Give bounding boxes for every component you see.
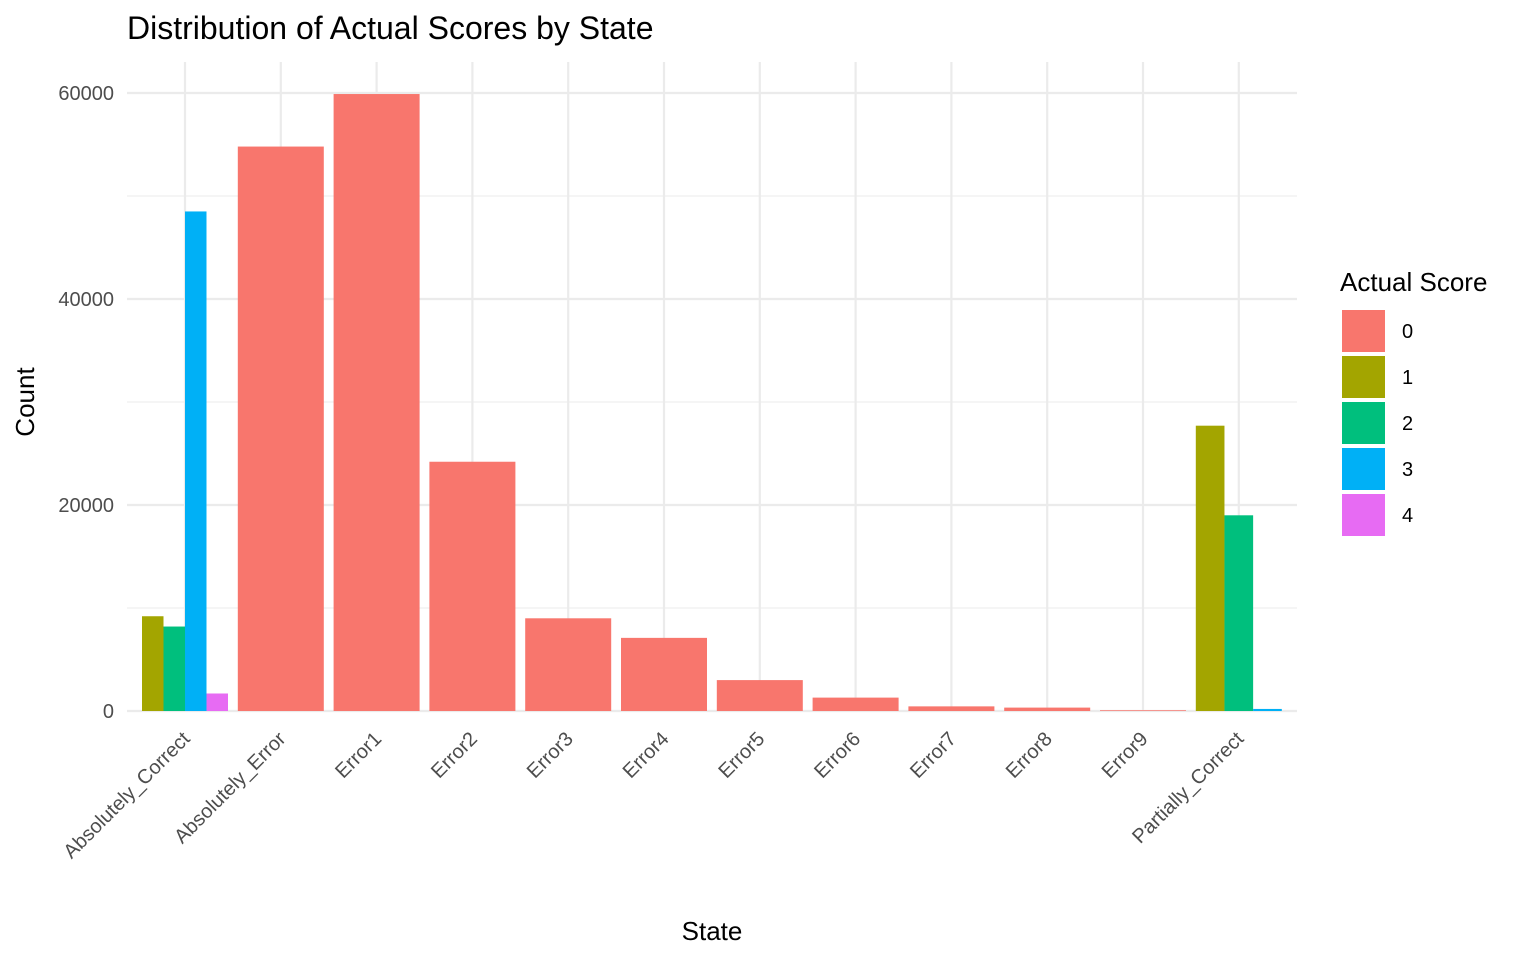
bar-error3-score-0 bbox=[525, 618, 612, 711]
y-axis-title: Count bbox=[10, 367, 40, 437]
x-tick-label: Absolutely_Correct bbox=[60, 728, 195, 863]
bar-absolutely-correct-score-2 bbox=[163, 626, 185, 711]
chart-title: Distribution of Actual Scores by State bbox=[127, 10, 653, 46]
bar-error4-score-0 bbox=[621, 637, 707, 711]
x-tick-label: Error5 bbox=[714, 728, 769, 783]
bar-error8-score-0 bbox=[1004, 707, 1091, 711]
legend-key-1 bbox=[1342, 356, 1385, 398]
x-tick-label: Error1 bbox=[331, 728, 386, 783]
y-axis-ticks: 0 20000 40000 60000 bbox=[58, 83, 114, 723]
bar-error5-score-0 bbox=[716, 680, 803, 711]
bar-error1-score-0 bbox=[333, 94, 420, 711]
legend-title: Actual Score bbox=[1340, 267, 1487, 297]
legend-key-0 bbox=[1342, 310, 1385, 352]
bar-partially-correct-score-2 bbox=[1224, 515, 1254, 711]
x-tick-label: Error2 bbox=[427, 728, 482, 783]
legend-label: 3 bbox=[1402, 459, 1413, 481]
bars bbox=[142, 94, 1282, 711]
legend-key-2 bbox=[1342, 402, 1385, 444]
bar-partially-correct-score-1 bbox=[1195, 425, 1225, 711]
bar-absolutely-correct-score-4 bbox=[206, 693, 228, 711]
x-axis-title: State bbox=[682, 916, 743, 946]
x-tick-label: Error3 bbox=[523, 728, 578, 783]
x-tick-label: Error8 bbox=[1002, 728, 1057, 783]
bar-error9-score-0 bbox=[1100, 710, 1186, 711]
legend-key-3 bbox=[1342, 448, 1385, 490]
bar-error2-score-0 bbox=[429, 461, 516, 711]
bar-partially-correct-score-3 bbox=[1253, 708, 1282, 711]
x-tick-label: Error7 bbox=[906, 728, 961, 783]
legend: Actual Score 0 1 2 3 4 bbox=[1340, 267, 1487, 536]
legend-label: 0 bbox=[1402, 321, 1413, 343]
legend-label: 2 bbox=[1402, 413, 1413, 435]
bar-absolutely-correct-score-3 bbox=[185, 211, 207, 711]
x-tick-label: Error9 bbox=[1098, 728, 1153, 783]
bar-error7-score-0 bbox=[908, 706, 995, 711]
legend-label: 4 bbox=[1402, 505, 1413, 527]
legend-label: 1 bbox=[1402, 367, 1413, 389]
y-tick-label: 60000 bbox=[58, 83, 114, 105]
legend-key-4 bbox=[1342, 494, 1385, 536]
bar-error6-score-0 bbox=[812, 697, 899, 711]
y-tick-label: 40000 bbox=[58, 289, 114, 311]
bar-absolutely-correct-score-1 bbox=[142, 616, 164, 711]
x-tick-label: Error4 bbox=[619, 728, 674, 783]
x-tick-label: Error6 bbox=[810, 728, 865, 783]
bar-absolutely-error-score-0 bbox=[237, 146, 324, 711]
y-tick-label: 0 bbox=[103, 701, 114, 723]
y-tick-label: 20000 bbox=[58, 495, 114, 517]
